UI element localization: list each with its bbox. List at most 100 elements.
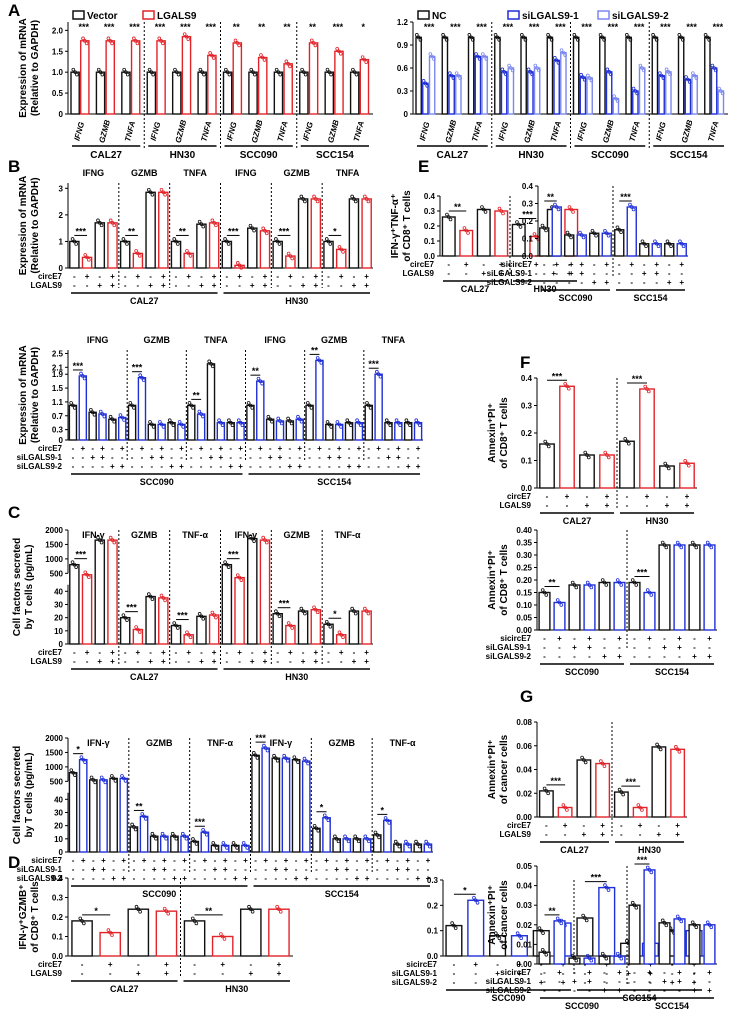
B2-row-sign: - — [229, 453, 232, 462]
G2-bar-point — [694, 925, 699, 930]
C2-bar-point — [132, 825, 136, 829]
C2-bar — [362, 838, 372, 853]
A1-sig-label: ** — [258, 22, 266, 32]
D2-bar-point — [519, 936, 524, 941]
C1-row-sign: - — [327, 648, 330, 657]
C1-row-sign: - — [175, 648, 178, 657]
C1-bar-point — [312, 605, 316, 610]
E2-bar — [551, 206, 562, 257]
A1-group-label: HN30 — [170, 150, 196, 161]
C2-bar-point — [201, 827, 205, 832]
C2-bar — [383, 819, 392, 853]
C2-bar-point — [69, 768, 74, 772]
C2-bar-point — [83, 760, 87, 764]
F2-row-sign: - — [573, 634, 576, 643]
C1-row-sign: - — [86, 657, 89, 666]
D1-bar — [99, 931, 122, 957]
C1-bar-point — [274, 609, 278, 614]
G2-y-label-2: of cancer cells — [499, 880, 510, 950]
D2-row-sign: - — [584, 969, 587, 978]
C2-row-sign: - — [244, 865, 247, 874]
C2-sig-label: *** — [195, 817, 206, 827]
D1-bar-point — [277, 907, 281, 911]
F1-bar — [559, 385, 575, 489]
F1-bar — [579, 454, 595, 489]
E2-row-label: siLGALS9-2 — [487, 278, 533, 287]
A2-bar-point — [615, 99, 620, 103]
A2-bar-point — [640, 66, 644, 70]
C2-bar — [322, 817, 331, 853]
B2-bar — [167, 421, 176, 441]
C2-bar-point — [414, 839, 418, 844]
panel-label-A: A — [8, 1, 20, 20]
E2-bar — [664, 243, 675, 257]
B1-row-sign: + — [161, 281, 166, 290]
B2-row-sign: - — [81, 462, 84, 471]
C1-row-sign: + — [212, 648, 217, 657]
B1-row-sign: + — [250, 281, 255, 290]
B1-subplot-title: TNFA — [336, 168, 360, 178]
B1-bar — [94, 222, 106, 269]
E2-y-tick-label: 0.4 — [522, 182, 534, 191]
A2-bar — [651, 36, 659, 115]
A1-bar-point — [351, 67, 355, 72]
D1-bar — [183, 920, 206, 957]
F2-y-tick-label: 0.40 — [516, 526, 532, 535]
A2-bar-point — [546, 33, 550, 37]
B2-bar-point — [207, 359, 211, 364]
A1-bar — [232, 42, 243, 115]
G1-bar-point — [674, 745, 678, 749]
B2-bar-point — [280, 421, 284, 426]
C1-row-sign: + — [161, 657, 166, 666]
E1-bar-point — [569, 207, 574, 212]
C2-bar-point — [415, 842, 420, 846]
B1-row-sign: - — [137, 281, 140, 290]
C2-row-sign: + — [334, 865, 339, 874]
C1-subplot-title: GZMB — [284, 530, 311, 540]
E2-row-sign: + — [667, 278, 672, 287]
A2-bar-point — [509, 66, 513, 70]
B2-row-sign: - — [249, 444, 252, 453]
G2-row-sign: - — [558, 986, 561, 995]
C2-bar-point — [110, 774, 114, 778]
E1-bar — [511, 223, 526, 257]
F1-row-sign: + — [665, 501, 670, 510]
C1-bar-point — [353, 611, 358, 616]
B2-bar-point — [327, 422, 332, 427]
C2-row-sign: + — [385, 856, 390, 865]
D1-row-sign: + — [164, 960, 169, 969]
A2-bar-point — [561, 50, 566, 55]
A2-bar-point — [418, 38, 423, 42]
E1-y-tick-label: 0.2 — [424, 222, 436, 231]
A1-bar — [95, 71, 106, 115]
D2-bar-point — [604, 885, 609, 890]
F1-row-sign: + — [685, 492, 690, 501]
B2-row-sign: + — [406, 462, 411, 471]
B1-row-sign: + — [339, 272, 344, 281]
B2-row-sign: - — [377, 462, 380, 471]
C2-row-sign: + — [274, 865, 279, 874]
D1-bar-point — [192, 919, 197, 923]
G2-row-sign: + — [662, 977, 667, 986]
F2-bar-point — [677, 543, 682, 547]
A1-y-label-1: Expression of mRNA — [18, 18, 29, 117]
C2-bar — [88, 779, 98, 853]
C2-bar-point — [91, 778, 96, 782]
A2-bar — [455, 74, 462, 115]
C1-bar-point — [314, 607, 318, 612]
F2-row-sign: + — [572, 643, 577, 652]
C2-subplot-title: TNF-α — [390, 738, 416, 748]
A1-bar — [207, 54, 217, 115]
B2-bar-point — [158, 420, 162, 424]
B1-bar — [208, 222, 220, 269]
D2-bar-point — [495, 933, 500, 938]
C2-bar-point — [417, 844, 422, 849]
F2-y-tick-label: 0.00 — [516, 626, 532, 635]
C2-row-sign: + — [182, 874, 187, 883]
A1-bar — [156, 40, 166, 115]
B2-bar-point — [240, 423, 245, 427]
F1-row-sign: - — [546, 492, 549, 501]
B2-bar-point — [250, 406, 255, 410]
C2-row-sign: - — [133, 856, 136, 865]
A2-bar — [572, 36, 580, 115]
